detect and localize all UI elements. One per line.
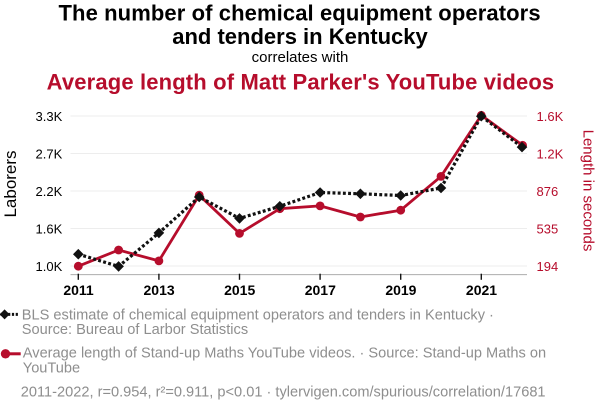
svg-text:2013: 2013 <box>144 282 175 298</box>
svg-text:Length in seconds: Length in seconds <box>580 130 597 252</box>
svg-text:Average length of Stand-up Mat: Average length of Stand-up Maths YouTube… <box>23 345 546 361</box>
svg-text:1.6K: 1.6K <box>537 109 564 124</box>
svg-text:YouTube: YouTube <box>23 361 80 377</box>
svg-text:Source: Bureau of Larbor Stati: Source: Bureau of Larbor Statistics <box>22 322 248 338</box>
svg-text:correlates with: correlates with <box>252 49 349 66</box>
svg-text:535: 535 <box>537 221 559 236</box>
svg-text:BLS estimate of chemical equip: BLS estimate of chemical equipment opera… <box>22 307 494 323</box>
svg-text:2.7K: 2.7K <box>36 146 63 161</box>
svg-text:876: 876 <box>537 184 559 199</box>
svg-text:Average length of Matt Parker': Average length of Matt Parker's YouTube … <box>47 70 555 95</box>
svg-text:2011: 2011 <box>63 282 94 298</box>
svg-text:Laborers: Laborers <box>1 150 20 217</box>
svg-text:2.2K: 2.2K <box>36 184 63 199</box>
svg-text:2019: 2019 <box>385 282 416 298</box>
svg-text:1.0K: 1.0K <box>36 259 63 274</box>
svg-text:2015: 2015 <box>224 282 255 298</box>
svg-text:194: 194 <box>537 259 559 274</box>
svg-text:1.6K: 1.6K <box>36 221 63 236</box>
svg-text:1.2K: 1.2K <box>537 146 564 161</box>
svg-text:2017: 2017 <box>305 282 336 298</box>
svg-text:The number of chemical equipme: The number of chemical equipment operato… <box>59 1 541 26</box>
svg-text:and tenders in Kentucky: and tenders in Kentucky <box>172 24 428 49</box>
svg-text:3.3K: 3.3K <box>36 109 63 124</box>
svg-text:2021: 2021 <box>466 282 497 298</box>
svg-text:2011-2022, r=0.954, r²=0.911,: 2011-2022, r=0.954, r²=0.911, p<0.01 · t… <box>21 384 546 400</box>
